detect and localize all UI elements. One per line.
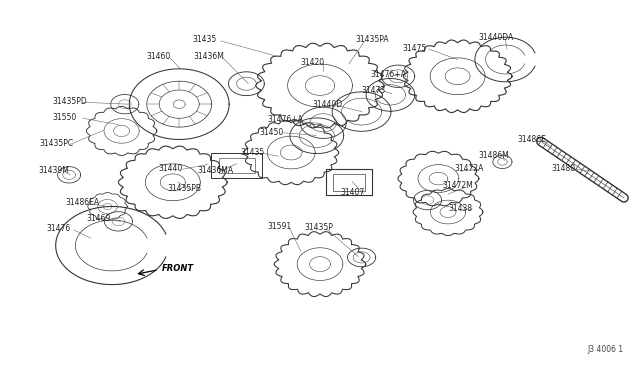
Text: 31435PB: 31435PB bbox=[168, 185, 202, 193]
Text: 31436MA: 31436MA bbox=[197, 166, 233, 175]
Text: 31591: 31591 bbox=[268, 222, 292, 231]
Text: 31407: 31407 bbox=[340, 188, 365, 197]
Text: 31475: 31475 bbox=[402, 44, 426, 53]
Text: 31440: 31440 bbox=[159, 164, 183, 173]
Text: 31435PA: 31435PA bbox=[355, 35, 389, 44]
Text: FRONT: FRONT bbox=[162, 264, 194, 273]
Text: 31472A: 31472A bbox=[454, 164, 484, 173]
Text: 31438: 31438 bbox=[448, 204, 472, 213]
Text: 31436M: 31436M bbox=[193, 52, 224, 61]
Text: 31472M: 31472M bbox=[443, 182, 474, 190]
Text: 31476+A: 31476+A bbox=[268, 115, 303, 124]
Text: 31550: 31550 bbox=[52, 113, 77, 122]
Text: 31450: 31450 bbox=[259, 128, 284, 137]
Text: 31476: 31476 bbox=[46, 224, 70, 233]
Text: 31440D: 31440D bbox=[312, 100, 342, 109]
Bar bbox=[211, 153, 262, 177]
Text: 31439M: 31439M bbox=[38, 166, 69, 175]
Text: 31435: 31435 bbox=[192, 35, 216, 44]
Text: 31435: 31435 bbox=[240, 148, 264, 157]
Text: 31480: 31480 bbox=[552, 164, 576, 173]
Bar bbox=[219, 158, 255, 173]
Text: 31486EA: 31486EA bbox=[65, 198, 99, 207]
Text: 31476+A: 31476+A bbox=[370, 70, 406, 79]
Text: J3 4006 1: J3 4006 1 bbox=[588, 345, 624, 354]
Text: 31469: 31469 bbox=[86, 214, 111, 223]
Text: 31435P: 31435P bbox=[304, 223, 333, 232]
Text: 31486E: 31486E bbox=[517, 135, 546, 144]
Bar bbox=[326, 169, 372, 195]
Text: 31435PC: 31435PC bbox=[40, 139, 74, 148]
Bar bbox=[333, 174, 365, 191]
Text: 31420: 31420 bbox=[301, 58, 325, 67]
Text: 31473: 31473 bbox=[362, 86, 386, 94]
Text: 31460: 31460 bbox=[146, 52, 170, 61]
Text: 31486M: 31486M bbox=[479, 151, 509, 160]
Text: 31440DA: 31440DA bbox=[479, 33, 514, 42]
Text: 31435PD: 31435PD bbox=[52, 97, 87, 106]
